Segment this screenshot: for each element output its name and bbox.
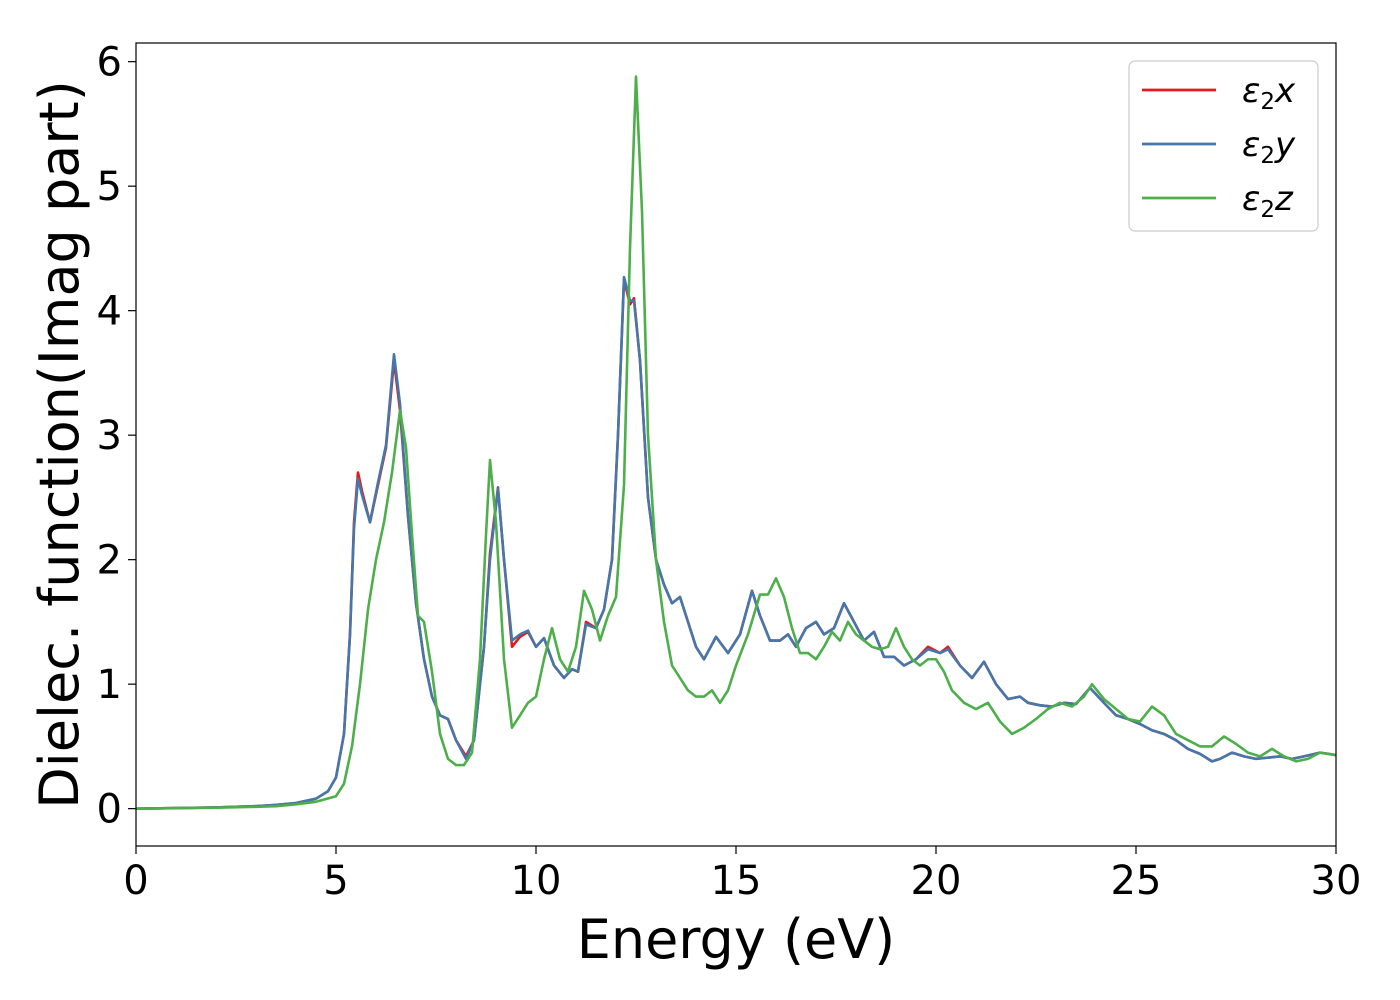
legend-label-z: ε2z [1242,179,1294,223]
series-layer [136,75,1336,810]
x-tick-label: 10 [511,858,562,904]
x-tick-label: 20 [911,858,962,904]
y-tick-label: 5 [97,164,122,210]
x-axis-label: Energy (eV) [577,908,896,971]
x-tick-label: 0 [123,858,148,904]
x-tick-label: 25 [1111,858,1162,904]
y-tick-label: 1 [97,662,122,708]
legend-box [1128,60,1319,232]
series-line-z [136,75,1336,810]
y-axis-label: Dielec. function(Imag part) [28,80,91,809]
y-tick-label: 3 [97,413,122,459]
legend-label-y: ε2y [1242,125,1296,169]
series-line-x [136,278,1336,810]
series-line-y [136,275,1336,810]
x-tick-label: 30 [1311,858,1362,904]
y-tick-label: 4 [97,289,122,335]
y-tick-label: 0 [97,787,122,833]
legend: ε2x ε2y ε2z [1128,60,1319,232]
x-tick-label: 15 [711,858,762,904]
ticks-layer: 0 5 10 15 20 25 30 0 1 2 3 4 5 6 [97,40,1362,904]
y-tick-label: 6 [97,40,122,86]
x-tick-label: 5 [323,858,348,904]
legend-label-x: ε2x [1242,71,1296,115]
y-tick-label: 2 [97,538,122,584]
